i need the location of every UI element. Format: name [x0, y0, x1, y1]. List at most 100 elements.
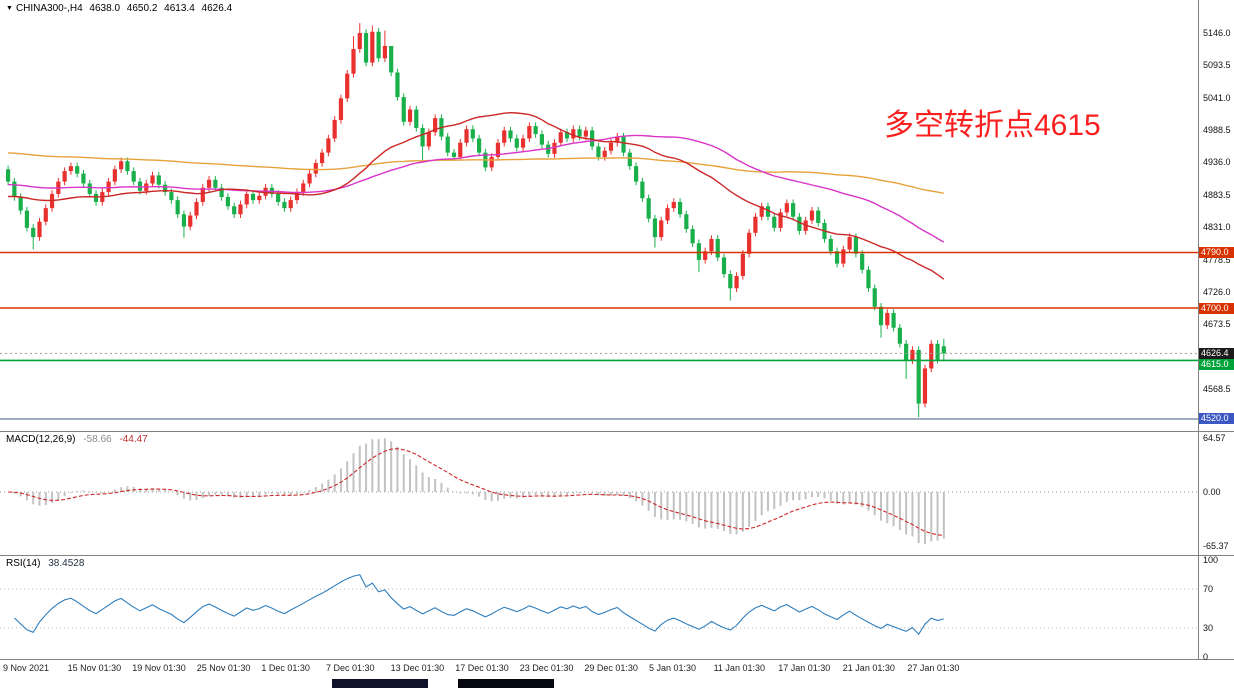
macd-label: MACD(12,26,9) -58.66 -44.47: [6, 434, 153, 445]
time-axis-label: 29 Dec 01:30: [584, 663, 638, 673]
time-axis-label: 15 Nov 01:30: [67, 663, 122, 673]
candle: [539, 130, 544, 149]
candle: [816, 206, 821, 227]
candle: [571, 125, 576, 143]
candle: [477, 134, 482, 157]
macd-axis-label: -65.37: [1203, 541, 1229, 551]
price-level-tag[interactable]: 4615.0: [1199, 359, 1234, 370]
candle: [590, 126, 595, 151]
candle: [520, 134, 526, 152]
candle: [75, 162, 80, 178]
candle: [288, 196, 293, 212]
price-level-tag[interactable]: 4790.0: [1199, 247, 1234, 258]
candle: [93, 190, 99, 206]
open-value: 4638.0: [89, 3, 121, 14]
price-level-tag[interactable]: 4700.0: [1199, 303, 1234, 314]
annotation-text[interactable]: 多空转折点4615: [884, 109, 1101, 142]
candle: [326, 134, 331, 157]
candle: [420, 124, 425, 161]
candle: [338, 94, 344, 124]
price-axis-label: 5093.5: [1203, 60, 1231, 71]
candle: [684, 210, 689, 233]
candle: [31, 224, 36, 250]
ma-slow-line: [8, 152, 944, 194]
candle: [784, 199, 789, 217]
candle: [885, 309, 890, 329]
candle: [715, 235, 720, 262]
candle: [627, 148, 632, 170]
rsi-label: RSI(14) 38.4528: [6, 558, 89, 569]
price-axis-label: 4568.5: [1203, 384, 1231, 395]
candle: [37, 217, 42, 241]
price-level-tag[interactable]: 4520.0: [1199, 413, 1234, 424]
candle: [558, 128, 563, 147]
taskbar-window-1[interactable]: [332, 679, 428, 688]
candle: [671, 198, 676, 212]
rsi-value: 38.4528: [48, 558, 85, 569]
rsi-name: RSI(14): [6, 558, 41, 569]
candle: [514, 134, 519, 152]
candle: [834, 247, 840, 268]
ma-mid-line: [8, 134, 945, 243]
candle: [703, 247, 708, 264]
time-axis-label: 7 Dec 01:30: [326, 663, 375, 673]
time-axis-label: 17 Jan 01:30: [778, 663, 831, 673]
candle: [778, 208, 783, 232]
candle: [791, 199, 796, 221]
price-axis-label: 5041.0: [1203, 92, 1231, 103]
time-axis-label: 19 Nov 01:30: [132, 663, 186, 673]
candle: [244, 190, 249, 209]
candle: [502, 126, 507, 147]
time-axis-label: 9 Nov 2021: [3, 663, 50, 673]
candle: [458, 139, 463, 161]
candle: [690, 225, 695, 247]
candle: [257, 192, 262, 204]
candle: [734, 272, 739, 292]
candle: [389, 45, 394, 77]
price-axis-label: 4831.0: [1203, 222, 1231, 233]
price-level-tag[interactable]: 4626.4: [1199, 348, 1234, 359]
rsi-axis-label: 100: [1203, 555, 1219, 565]
candle: [225, 193, 230, 210]
taskbar-window-2[interactable]: [458, 679, 554, 688]
candle: [407, 105, 413, 126]
candle: [238, 200, 243, 218]
macd-signal-value: -44.47: [119, 434, 148, 445]
candle: [652, 214, 658, 248]
time-axis-label: 21 Jan 01:30: [842, 663, 895, 673]
candle: [659, 216, 664, 241]
candle: [721, 253, 727, 278]
candle: [922, 364, 928, 408]
candle: [872, 284, 877, 311]
candle: [809, 206, 815, 225]
candle: [200, 184, 205, 206]
time-axis-label: 13 Dec 01:30: [390, 663, 445, 673]
price-axis-label: 4778.5: [1203, 254, 1231, 265]
candle: [376, 28, 381, 62]
candle: [464, 125, 469, 147]
candle: [307, 169, 312, 188]
rsi-axis-label: 0: [1203, 652, 1209, 662]
price-axis-label: 4988.5: [1203, 125, 1231, 136]
time-axis-label: 11 Jan 01:30: [713, 663, 765, 673]
candle: [345, 69, 350, 103]
candle: [395, 68, 400, 101]
candle: [564, 128, 570, 143]
ma-fast-line: [8, 111, 945, 280]
price-axis-label: 4673.5: [1203, 319, 1231, 330]
candle: [219, 184, 224, 201]
candle: [194, 198, 199, 220]
candle: [131, 167, 136, 186]
candle: [740, 250, 745, 280]
candle: [552, 139, 557, 158]
symbol-timeframe: CHINA300-,H4: [15, 3, 83, 14]
candle: [797, 213, 802, 235]
candle: [841, 245, 846, 268]
candle: [546, 140, 551, 158]
candle: [163, 180, 168, 196]
candle: [891, 309, 896, 332]
rsi-axis-label: 70: [1203, 584, 1214, 594]
candle: [470, 125, 475, 143]
candle: [68, 162, 73, 175]
